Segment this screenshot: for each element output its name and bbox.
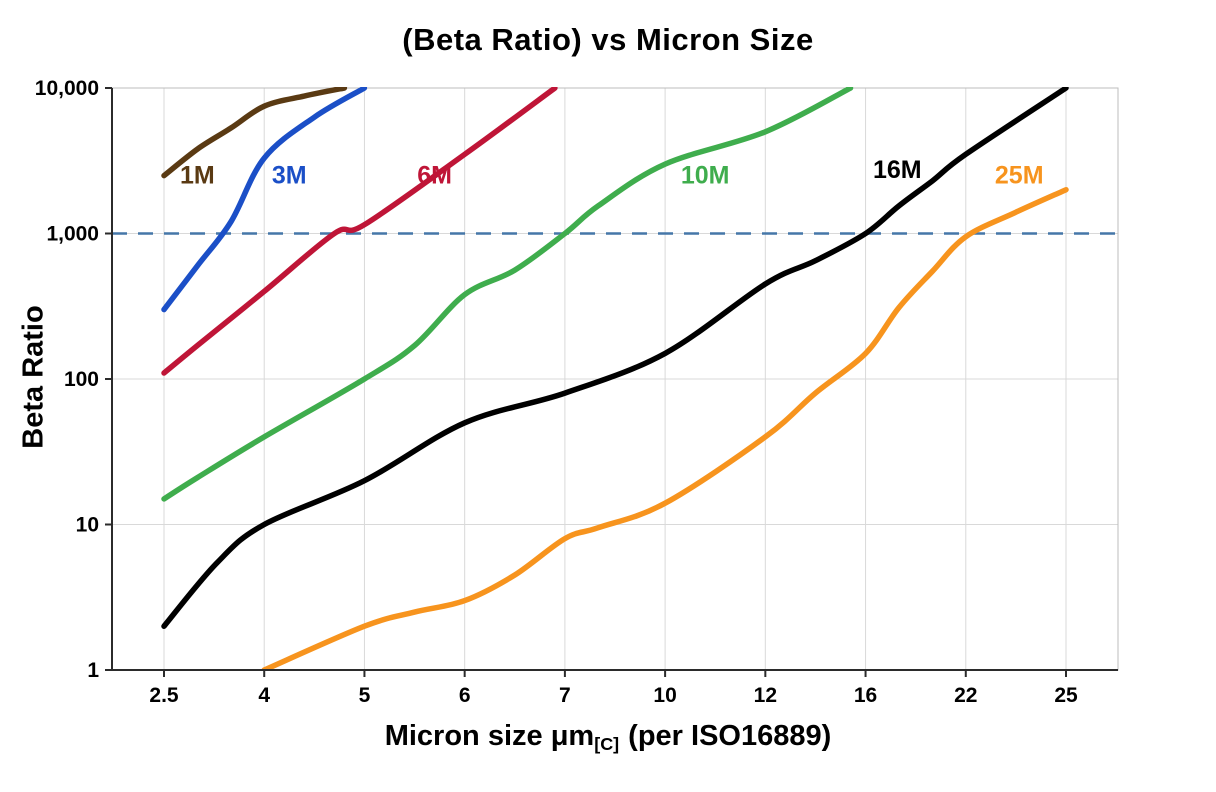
- x-tick-label: 6: [459, 684, 471, 707]
- x-axis-label: Micron size μm[C] (per ISO16889): [0, 720, 1216, 755]
- chart-title: (Beta Ratio) vs Micron Size: [402, 22, 814, 57]
- y-tick-label: 10,000: [35, 77, 99, 100]
- x-tick-label: 2.5: [149, 684, 179, 707]
- x-tick-label: 10: [653, 684, 676, 707]
- series-label-10M: 10M: [681, 162, 730, 190]
- x-tick-label: 4: [258, 684, 270, 707]
- series-line-16M: [161, 87, 1069, 629]
- x-tick-label: 7: [559, 684, 571, 707]
- y-tick-label: 10: [76, 514, 99, 537]
- series-label-16M: 16M: [873, 156, 922, 184]
- x-tick-label: 25: [1054, 684, 1078, 707]
- series-label-6M: 6M: [417, 162, 452, 190]
- x-axis-label-subscript: [C]: [594, 734, 620, 755]
- series-group: [161, 87, 1069, 671]
- x-tick-label: 22: [954, 684, 977, 707]
- x-tick-label: 16: [854, 684, 877, 707]
- y-tick-label: 1,000: [46, 223, 99, 246]
- y-tick-label: 100: [64, 368, 99, 391]
- series-label-3M: 3M: [272, 162, 307, 190]
- series-line-10M: [161, 87, 854, 502]
- series-line-1M: [161, 87, 348, 179]
- x-tick-label: 5: [359, 684, 371, 707]
- series-line-3M: [161, 87, 368, 313]
- series-label-1M: 1M: [180, 162, 215, 190]
- x-tick-label: 12: [754, 684, 777, 707]
- y-tick-label: 1: [87, 659, 99, 682]
- series-line-25M: [261, 186, 1069, 671]
- series-label-25M: 25M: [995, 162, 1044, 190]
- series-line-6M: [161, 87, 558, 376]
- x-axis-label-suffix: (per ISO16889): [628, 720, 832, 752]
- x-axis-label-main: Micron size μm: [384, 720, 595, 752]
